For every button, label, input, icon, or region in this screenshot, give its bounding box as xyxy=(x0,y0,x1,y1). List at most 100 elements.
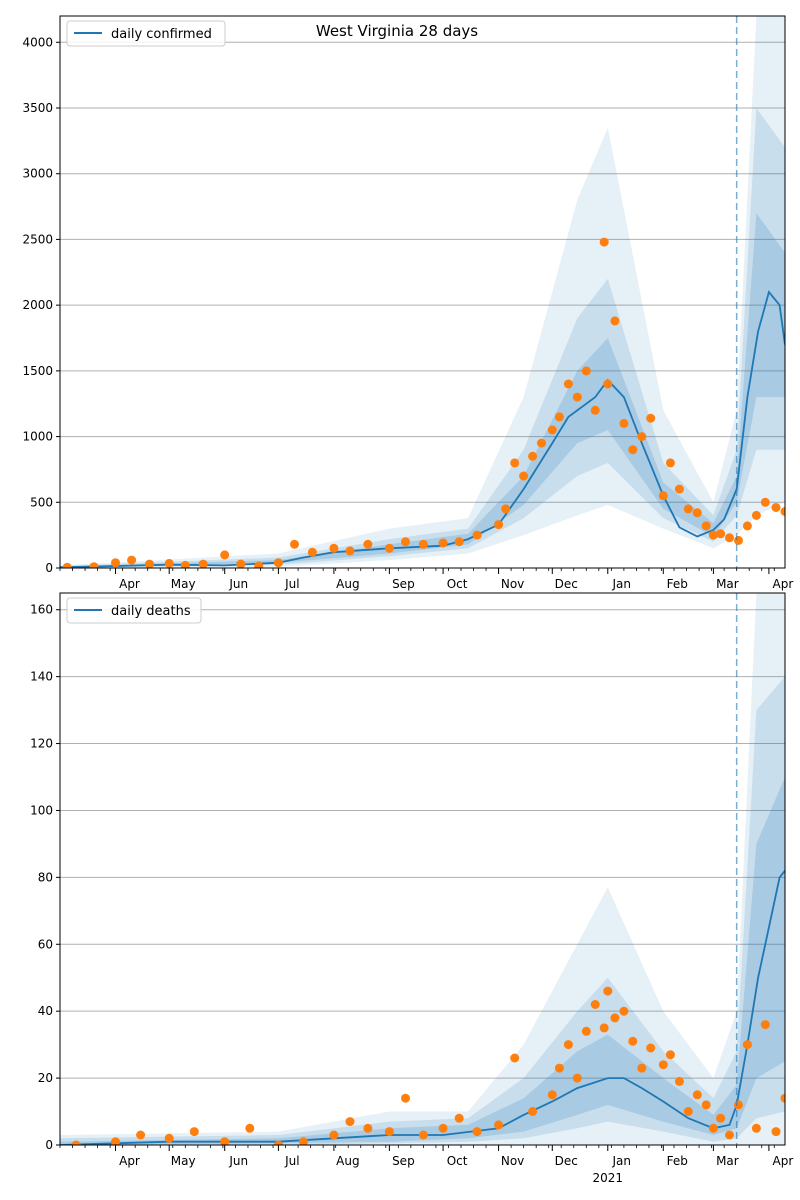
y-tick-label: 3500 xyxy=(22,101,53,115)
data-point xyxy=(683,1107,693,1116)
x-tick-label: Jul xyxy=(284,1154,299,1168)
data-point xyxy=(619,1006,629,1016)
x-tick-label: Oct xyxy=(447,1154,468,1168)
data-point xyxy=(418,1130,428,1140)
data-point xyxy=(563,379,573,389)
uncertainty-band xyxy=(60,108,785,568)
data-point xyxy=(547,425,557,435)
y-tick-label: 40 xyxy=(38,1004,53,1018)
data-point xyxy=(708,530,718,540)
data-point xyxy=(472,530,482,540)
x-tick-label: Feb xyxy=(667,577,688,591)
y-tick-label: 20 xyxy=(38,1071,53,1085)
data-point xyxy=(590,1000,600,1009)
data-point xyxy=(646,413,656,423)
data-point xyxy=(180,560,190,568)
x-tick-label: Sep xyxy=(392,577,415,591)
data-point xyxy=(472,1127,482,1137)
data-point xyxy=(665,1050,675,1060)
data-point xyxy=(290,539,299,549)
y-tick-label: 0 xyxy=(45,561,53,575)
data-point xyxy=(329,1130,339,1140)
data-point xyxy=(363,1123,373,1133)
x-tick-label: Mar xyxy=(716,577,739,591)
x-tick-label: Oct xyxy=(447,577,468,591)
data-point xyxy=(674,1076,684,1086)
data-point xyxy=(254,561,264,568)
data-point xyxy=(572,392,582,402)
data-point xyxy=(501,504,511,514)
data-point xyxy=(658,1060,668,1070)
data-point xyxy=(646,1043,656,1053)
x-tick-label: Dec xyxy=(555,577,578,591)
data-point xyxy=(572,1073,582,1083)
data-point xyxy=(236,559,246,568)
data-point xyxy=(384,543,394,553)
data-point xyxy=(528,451,538,461)
x-tick-label: May xyxy=(171,1154,196,1168)
y-tick-label: 140 xyxy=(30,670,53,684)
data-point xyxy=(62,562,72,568)
data-point xyxy=(637,1063,647,1073)
data-point xyxy=(628,445,638,455)
data-point xyxy=(136,1130,146,1140)
x-tick-label: Dec xyxy=(555,1154,578,1168)
legend-box xyxy=(66,597,202,624)
data-point xyxy=(537,438,546,448)
data-point xyxy=(751,510,761,520)
y-tick-label: 120 xyxy=(30,737,53,751)
data-point xyxy=(771,1127,781,1137)
data-point xyxy=(220,550,230,560)
data-point xyxy=(111,558,120,568)
data-point xyxy=(658,491,668,501)
deaths-chart-panel: 0 20 40 60 80 100 120 140 160 Apr May Jun Jul Aug Sep O… xyxy=(30,592,793,1185)
x-tick-label: Jun xyxy=(228,1154,248,1168)
data-point xyxy=(599,237,609,247)
x-year-label: 2021 xyxy=(593,1171,624,1185)
y-tick-label: 60 xyxy=(38,937,53,951)
data-point xyxy=(734,1100,743,1110)
y-tick-label: 3000 xyxy=(22,167,53,181)
data-point xyxy=(701,1100,711,1110)
data-point xyxy=(519,471,529,481)
y-tick-label: 1500 xyxy=(22,364,53,378)
data-point xyxy=(510,1053,520,1063)
uncertainty-band xyxy=(60,593,785,1145)
x-tick-label: Apr xyxy=(773,577,794,591)
uncertainty-band xyxy=(60,16,785,568)
data-point xyxy=(329,543,339,553)
data-point xyxy=(454,1113,464,1123)
data-point xyxy=(164,1133,174,1143)
data-point xyxy=(363,539,373,549)
plot-frame xyxy=(59,15,786,569)
series-line-0 xyxy=(60,290,785,568)
data-point xyxy=(760,497,770,507)
plot-area xyxy=(60,16,785,568)
x-tick-label: Apr xyxy=(119,1154,140,1168)
data-point xyxy=(299,1137,308,1145)
data-point xyxy=(438,1123,448,1133)
data-point xyxy=(692,508,702,518)
data-point xyxy=(742,1040,752,1050)
data-point xyxy=(273,1140,283,1145)
data-point xyxy=(528,1107,538,1116)
x-tick-label: Feb xyxy=(667,1154,688,1168)
y-tick-label: 4000 xyxy=(22,35,53,49)
data-point xyxy=(547,1090,557,1100)
data-point xyxy=(599,1023,609,1033)
data-point xyxy=(581,1026,591,1036)
data-point xyxy=(701,521,711,531)
y-tick-label: 2000 xyxy=(22,298,53,312)
data-point xyxy=(725,533,734,543)
data-point xyxy=(307,547,317,557)
data-point xyxy=(554,412,564,422)
x-tick-label: Nov xyxy=(501,1154,524,1168)
x-tick-label: Jul xyxy=(284,577,299,591)
data-point xyxy=(494,1120,504,1130)
x-tick-label: Jan xyxy=(612,577,632,591)
chart-title: West Virginia 28 days xyxy=(316,22,478,40)
data-point xyxy=(780,507,785,516)
x-tick-label: Sep xyxy=(392,1154,415,1168)
data-point xyxy=(751,1123,761,1133)
